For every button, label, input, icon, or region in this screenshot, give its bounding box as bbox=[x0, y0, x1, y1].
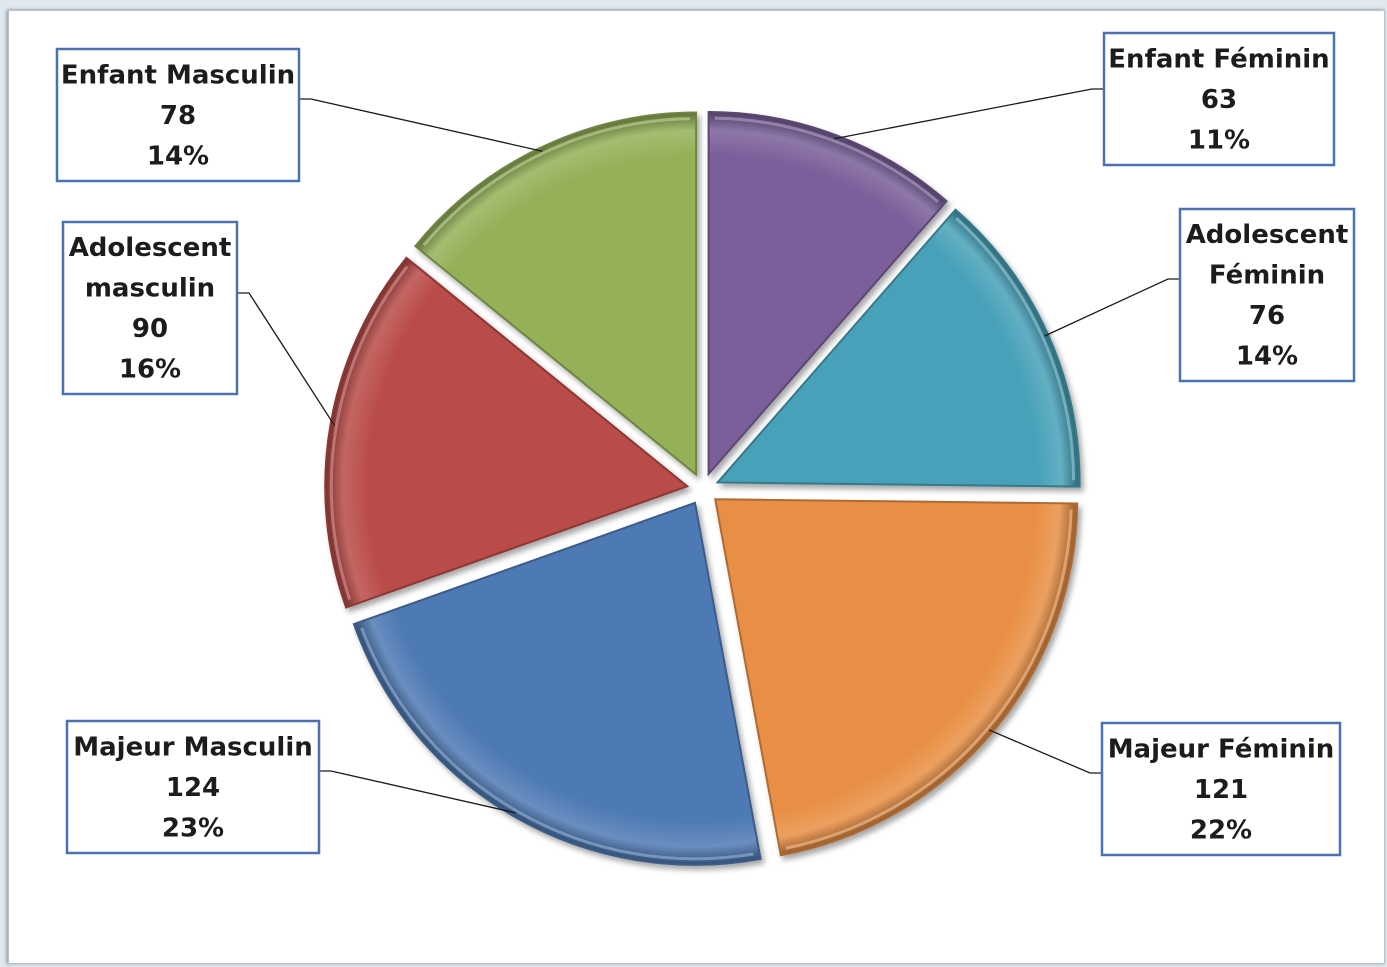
data-label-majeur-feminin: Majeur Féminin 121 22% bbox=[988, 721, 1342, 857]
data-label-adolescent-feminin: Adolescent Féminin 76 14% bbox=[1044, 207, 1356, 383]
label-percent: 16% bbox=[119, 355, 181, 385]
label-box bbox=[1178, 207, 1356, 383]
leader-line bbox=[319, 770, 517, 814]
leader-line bbox=[1044, 278, 1180, 337]
label-percent: 14% bbox=[1236, 342, 1298, 372]
pie-chart: Enfant Féminin 63 11% Adolescent Féminin 76 14… bbox=[55, 31, 1356, 866]
leader-line bbox=[299, 98, 543, 152]
labels-layer: Enfant Féminin 63 11% Adolescent Féminin 76 14… bbox=[55, 31, 1356, 857]
data-label-adolescent-masculin: Adolescent masculin 90 16% bbox=[61, 220, 335, 426]
label-category: Enfant Féminin bbox=[1108, 44, 1329, 74]
label-category: Féminin bbox=[1209, 261, 1325, 291]
slices-layer bbox=[324, 111, 1081, 866]
leader-line bbox=[834, 88, 1104, 140]
label-value: 124 bbox=[166, 773, 220, 803]
label-box bbox=[1100, 721, 1342, 857]
leader-line bbox=[988, 729, 1102, 774]
pie-slice-highlight bbox=[360, 627, 754, 861]
pie-slice-majeur-masculin bbox=[352, 501, 762, 866]
pie-slice-majeur-feminin bbox=[714, 498, 1079, 857]
label-percent: 11% bbox=[1188, 125, 1250, 155]
label-percent: 23% bbox=[162, 813, 224, 843]
label-box bbox=[1102, 31, 1336, 167]
pie-slice-highlight bbox=[955, 217, 1076, 481]
pie-slice-highlight bbox=[422, 117, 690, 247]
pie-slice-adolescent-masculin bbox=[324, 256, 690, 609]
pie-slice-highlight bbox=[785, 509, 1073, 850]
label-category: Majeur Féminin bbox=[1108, 734, 1335, 764]
label-value: 90 bbox=[132, 314, 168, 344]
pie-slice-highlight bbox=[714, 116, 939, 203]
data-label-enfant-masculin: Enfant Masculin 78 14% bbox=[55, 47, 543, 183]
chart-frame: Enfant Féminin 63 11% Adolescent Féminin 76 14… bbox=[8, 10, 1385, 964]
pie-slice-enfant-masculin bbox=[413, 111, 698, 477]
label-percent: 14% bbox=[147, 141, 209, 171]
label-category: Enfant Masculin bbox=[61, 60, 295, 90]
label-category: Majeur Masculin bbox=[73, 732, 313, 762]
label-category: Adolescent bbox=[1186, 220, 1349, 250]
data-label-enfant-feminin: Enfant Féminin 63 11% bbox=[834, 31, 1336, 167]
label-value: 78 bbox=[160, 101, 196, 131]
label-category: masculin bbox=[85, 274, 215, 304]
leader-line bbox=[237, 292, 335, 426]
label-value: 63 bbox=[1201, 85, 1237, 115]
label-box bbox=[61, 220, 239, 396]
pie-slice-enfant-feminin bbox=[707, 111, 948, 477]
label-percent: 22% bbox=[1190, 815, 1252, 845]
label-box bbox=[55, 47, 301, 183]
label-value: 76 bbox=[1249, 301, 1285, 331]
pie-slice-highlight bbox=[329, 265, 409, 601]
data-label-majeur-masculin: Majeur Masculin 124 23% bbox=[65, 719, 517, 855]
label-value: 121 bbox=[1194, 775, 1248, 805]
label-category: Adolescent bbox=[69, 233, 232, 263]
label-box bbox=[65, 719, 321, 855]
